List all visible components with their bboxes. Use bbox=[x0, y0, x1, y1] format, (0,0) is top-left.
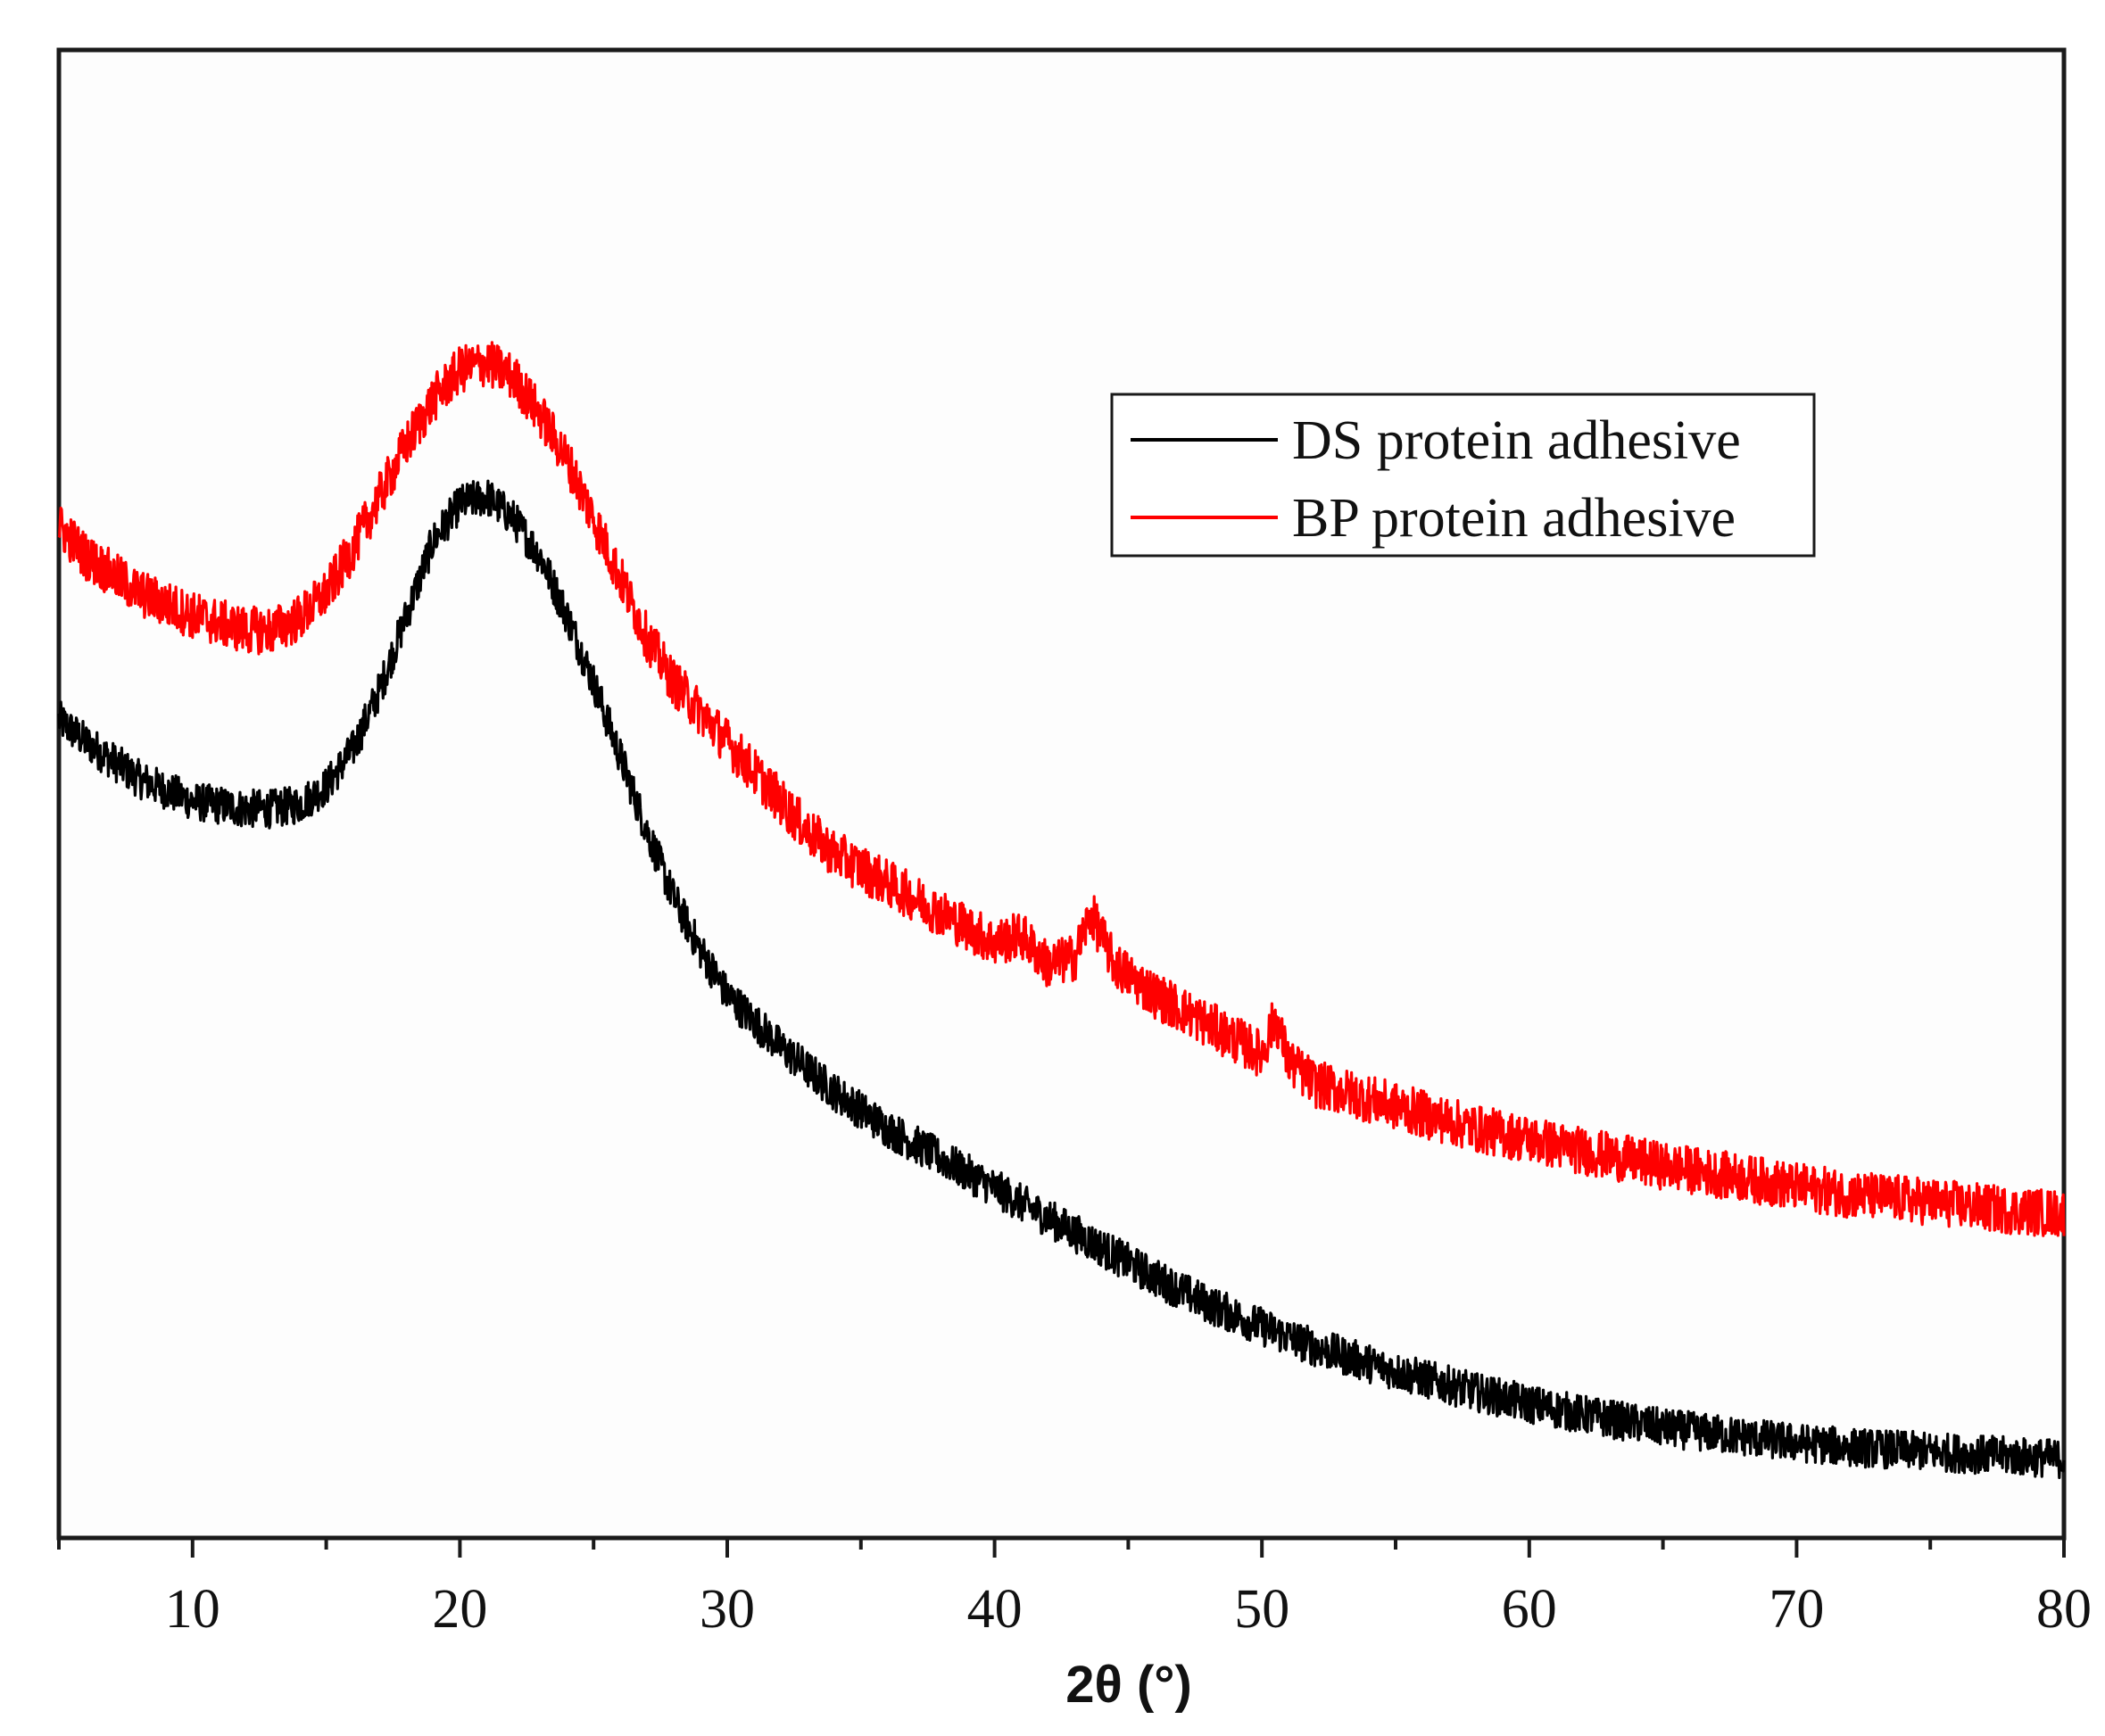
legend-label-bp: BP protein adhesive bbox=[1292, 488, 1736, 549]
x-tick-label: 40 bbox=[967, 1579, 1023, 1640]
x-tick-label: 10 bbox=[165, 1579, 220, 1640]
x-tick-label: 80 bbox=[2036, 1579, 2092, 1640]
series-line-ds bbox=[57, 479, 2066, 1479]
x-tick-label: 70 bbox=[1769, 1579, 1824, 1640]
series-line-bp bbox=[57, 341, 2066, 1237]
x-axis-title: 2θ (°) bbox=[1065, 1656, 1192, 1714]
legend: DS protein adhesive BP protein adhesive bbox=[1110, 393, 1816, 558]
plot-frame bbox=[56, 47, 2067, 1541]
legend-label-ds: DS protein adhesive bbox=[1292, 410, 1741, 471]
x-tick-label: 50 bbox=[1234, 1579, 1289, 1640]
x-tick-label: 20 bbox=[432, 1579, 487, 1640]
x-tick-label: 60 bbox=[1502, 1579, 1557, 1640]
x-tick-label: 30 bbox=[700, 1579, 755, 1640]
x-axis-ticks: 10 20 30 40 50 60 70 80 bbox=[57, 1538, 2092, 1640]
legend-box bbox=[1110, 393, 1816, 558]
series-layer bbox=[57, 341, 2066, 1479]
